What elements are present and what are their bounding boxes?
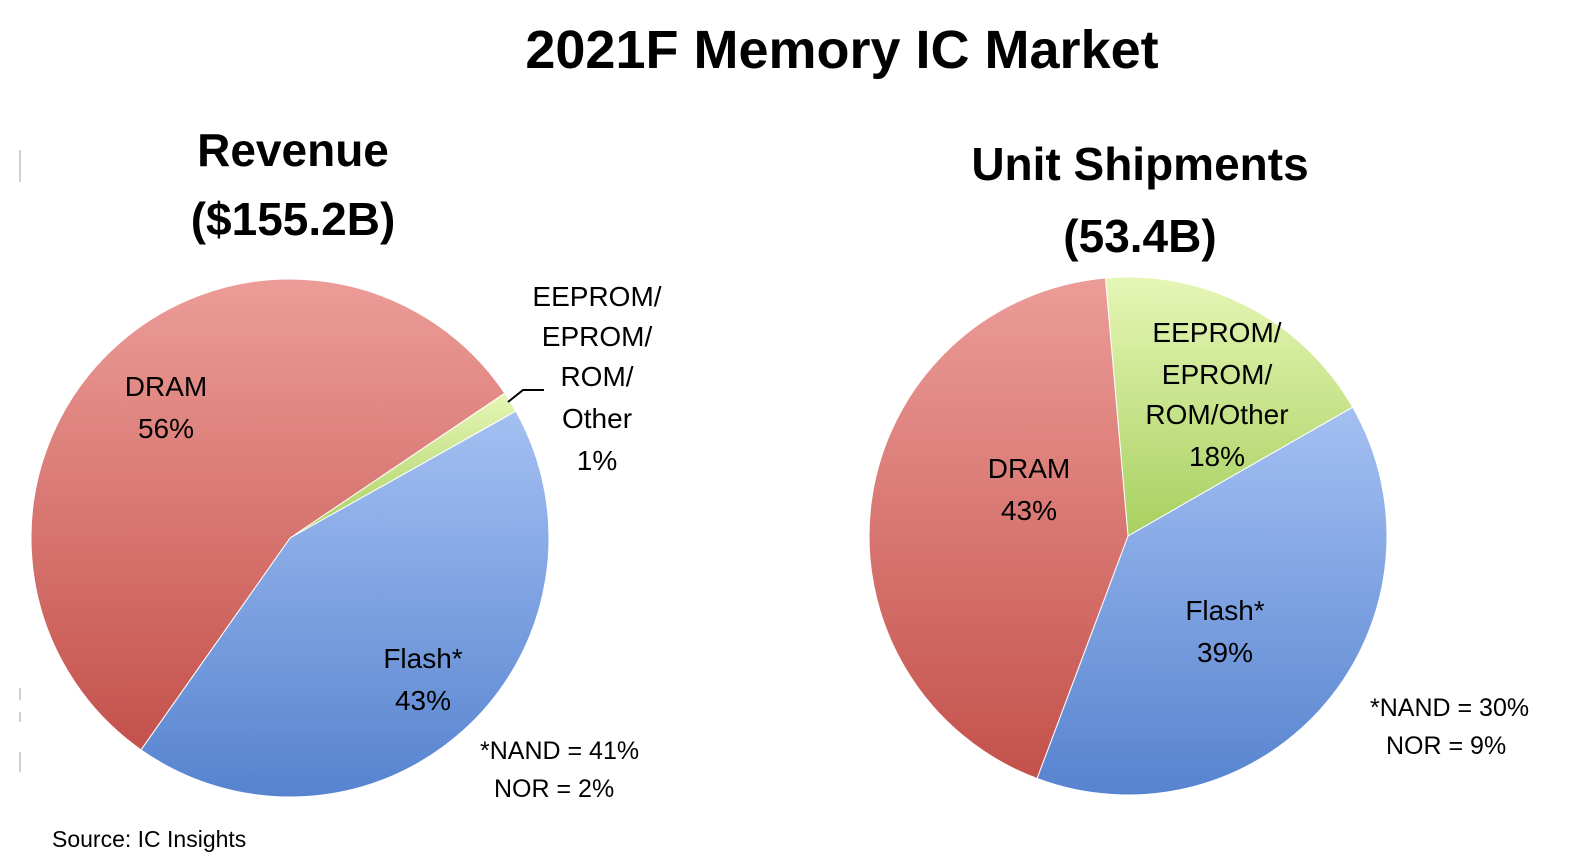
units-other-label-1: EEPROM/ <box>1152 317 1281 348</box>
revenue-title-line-2: ($155.2B) <box>191 193 396 245</box>
main-title: 2021F Memory IC Market <box>525 20 1158 80</box>
units-flash-label: Flash* <box>1185 595 1264 626</box>
units-title-line-1: Unit Shipments <box>971 138 1308 190</box>
units-note-nand: *NAND = 30% <box>1370 694 1529 722</box>
revenue-other-value: 1% <box>577 445 617 476</box>
units-chart: Unit Shipments (53.4B) EEPROM/ EPROM/ RO… <box>868 138 1529 796</box>
revenue-title-line-1: Revenue <box>197 124 389 176</box>
pie-slice-other <box>1104 276 1354 537</box>
revenue-chart: Revenue ($155.2B) EEPROM/ EPROM/ ROM/ Ot… <box>30 124 662 803</box>
units-dram-label: DRAM <box>988 453 1070 484</box>
units-title-line-2: (53.4B) <box>1063 210 1216 262</box>
units-other-label-3: ROM/Other <box>1145 399 1288 430</box>
revenue-other-label-3: ROM/ <box>560 361 633 392</box>
pie-slice-flash <box>1036 406 1388 796</box>
pie-slice-flash <box>140 410 550 798</box>
revenue-note-nand: *NAND = 41% <box>480 737 639 765</box>
revenue-note-nor: NOR = 2% <box>494 775 614 803</box>
units-note-nor: NOR = 9% <box>1386 732 1506 760</box>
units-other-value: 18% <box>1189 441 1245 472</box>
units-dram-value: 43% <box>1001 495 1057 526</box>
source-note: Source: IC Insights <box>52 826 246 852</box>
revenue-dram-value: 56% <box>138 413 194 444</box>
revenue-flash-value: 43% <box>395 685 451 716</box>
revenue-pie <box>30 278 550 798</box>
revenue-other-label-4: Other <box>562 403 632 434</box>
pie-slice-dram <box>30 278 506 751</box>
pie-slice-dram <box>868 277 1129 780</box>
other-leader-line <box>507 389 544 403</box>
units-pie <box>868 276 1388 796</box>
revenue-other-label-2: EPROM/ <box>542 321 653 352</box>
revenue-other-label-1: EEPROM/ <box>532 281 661 312</box>
revenue-flash-label: Flash* <box>383 643 462 674</box>
units-flash-value: 39% <box>1197 637 1253 668</box>
units-other-label-2: EPROM/ <box>1162 359 1273 390</box>
revenue-dram-label: DRAM <box>125 371 207 402</box>
